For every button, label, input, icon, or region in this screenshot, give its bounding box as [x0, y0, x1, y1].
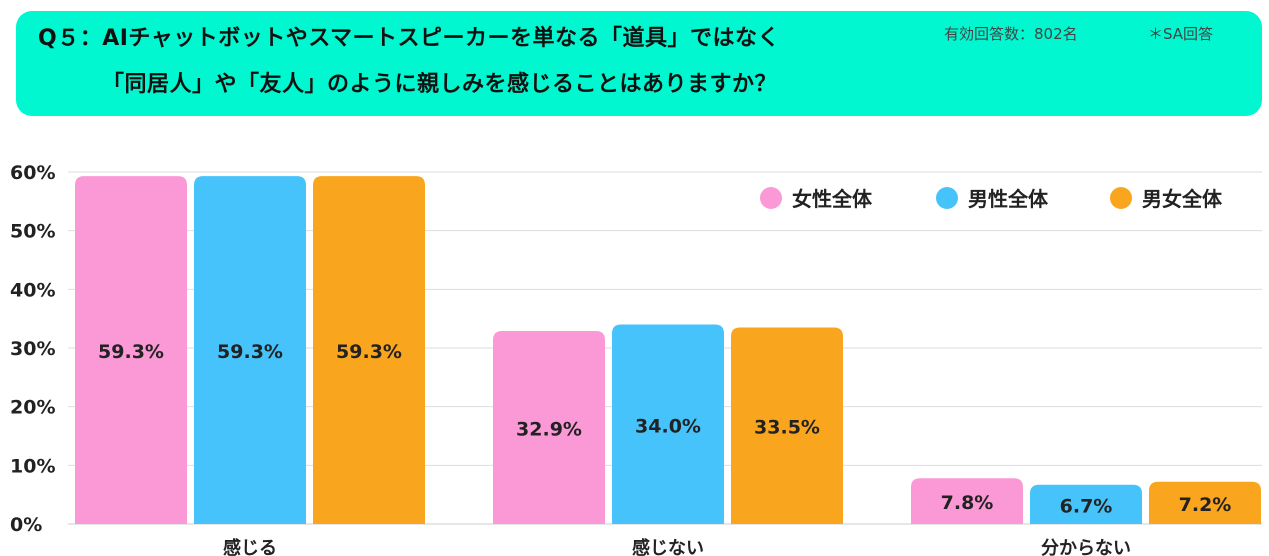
data-label: 34.0% — [635, 415, 701, 437]
data-label: 59.3% — [336, 341, 402, 363]
question-banner — [16, 11, 1262, 116]
y-tick-label: 30% — [10, 338, 55, 360]
y-tick-label: 50% — [10, 221, 55, 243]
data-label: 59.3% — [217, 341, 283, 363]
legend-male: 男性全体 — [936, 183, 1048, 212]
y-tick-label: 40% — [10, 279, 55, 301]
data-label: 32.9% — [516, 418, 582, 440]
bar — [313, 176, 425, 524]
question-line-1: Q５：AIチャットボットやスマートスピーカーを単なる「道具」ではなく — [38, 26, 781, 51]
data-label: 6.7% — [1060, 495, 1113, 517]
x-category-label: 分からない — [1041, 538, 1131, 556]
bar — [1030, 484, 1142, 524]
bar — [493, 330, 605, 524]
legend-male-swatch — [936, 186, 958, 209]
bar — [194, 176, 306, 524]
bar-chart: 0% 10% 20% 30% 40% 50% 60% 59.3% 32.9% 7.8% 59.3% 3… — [10, 162, 1262, 556]
x-category-label: 感じない — [632, 537, 704, 556]
answer-type-note: ＊SA回答 — [1148, 25, 1214, 43]
legend-all: 男女全体 — [1110, 183, 1222, 212]
data-label: 7.8% — [941, 492, 994, 514]
legend-all-label: 男女全体 — [1142, 187, 1222, 211]
bar — [911, 478, 1023, 524]
y-tick-label: 10% — [10, 455, 55, 477]
bar — [612, 324, 724, 524]
y-tick-label: 60% — [10, 162, 55, 184]
data-label: 7.2% — [1179, 494, 1232, 516]
y-tick-label: 20% — [10, 397, 55, 419]
question-line-2: 「同居人」や「友人」のように親しみを感じることはありますか？ — [102, 72, 778, 97]
bar — [75, 176, 187, 524]
bar — [731, 327, 843, 524]
bar — [1149, 481, 1261, 524]
legend-male-label: 男性全体 — [968, 187, 1048, 211]
legend-female-swatch — [760, 186, 782, 209]
legend-female: 女性全体 — [760, 183, 872, 212]
x-category-label: 感じる — [223, 537, 277, 556]
data-label: 59.3% — [98, 341, 164, 363]
legend-female-label: 女性全体 — [792, 187, 872, 211]
respondent-count: 有効回答数：802名 — [944, 25, 1078, 43]
y-tick-label: 0% — [10, 514, 42, 536]
data-label: 33.5% — [754, 417, 820, 439]
legend-all-swatch — [1110, 186, 1132, 209]
